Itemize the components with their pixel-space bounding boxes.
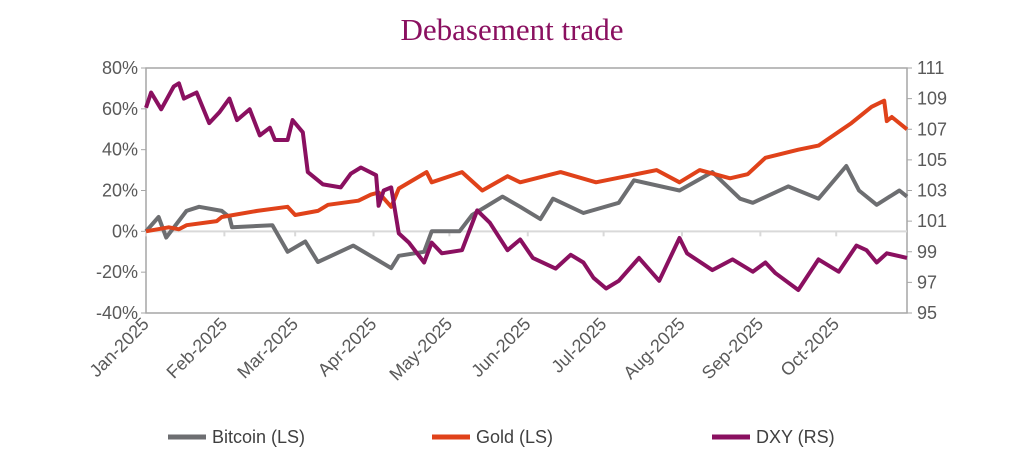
left-axis-label: -40% xyxy=(96,303,138,323)
x-axis-label: Mar-2025 xyxy=(233,314,302,383)
series-line-gold xyxy=(145,98,909,234)
right-axis-label: 95 xyxy=(917,303,937,323)
right-axis-label: 97 xyxy=(917,272,937,292)
right-axis-label: 111 xyxy=(917,58,944,78)
x-axis-label: Feb-2025 xyxy=(163,314,232,383)
left-axis-label: 40% xyxy=(102,140,138,160)
x-axis-label: Oct-2025 xyxy=(777,314,844,381)
legend-label: Bitcoin (LS) xyxy=(212,427,305,447)
x-axis-label: Sep-2025 xyxy=(698,314,767,383)
right-axis-label: 101 xyxy=(917,211,947,231)
chart-title: Debasement trade xyxy=(401,12,624,47)
x-axis-label: Jul-2025 xyxy=(547,314,610,377)
left-axis-label: 0% xyxy=(112,221,138,241)
x-axis-label: May-2025 xyxy=(385,314,456,385)
x-axis-label: Jan-2025 xyxy=(86,314,153,381)
legend-label: Gold (LS) xyxy=(476,427,553,447)
series-lines xyxy=(144,81,909,292)
plot-frame xyxy=(145,67,908,314)
right-axis-label: 103 xyxy=(917,181,947,201)
x-axis-label: Jun-2025 xyxy=(467,314,534,381)
right-axis-label: 99 xyxy=(917,242,937,262)
legend: Bitcoin (LS) Gold (LS) DXY (RS) xyxy=(168,427,835,447)
left-axis-label: 60% xyxy=(102,99,138,119)
x-axis-label: Aug-2025 xyxy=(619,314,688,383)
right-axis-label: 109 xyxy=(917,89,947,109)
left-axis-label: -20% xyxy=(96,262,138,282)
series-line-dxy xyxy=(144,81,908,292)
legend-label: DXY (RS) xyxy=(756,427,835,447)
right-axis-label: 107 xyxy=(917,119,947,139)
x-axis-label: Apr-2025 xyxy=(314,314,381,381)
left-axis-label: 20% xyxy=(102,181,138,201)
right-axis-label: 105 xyxy=(917,150,947,170)
left-axis-label: 80% xyxy=(102,58,138,78)
